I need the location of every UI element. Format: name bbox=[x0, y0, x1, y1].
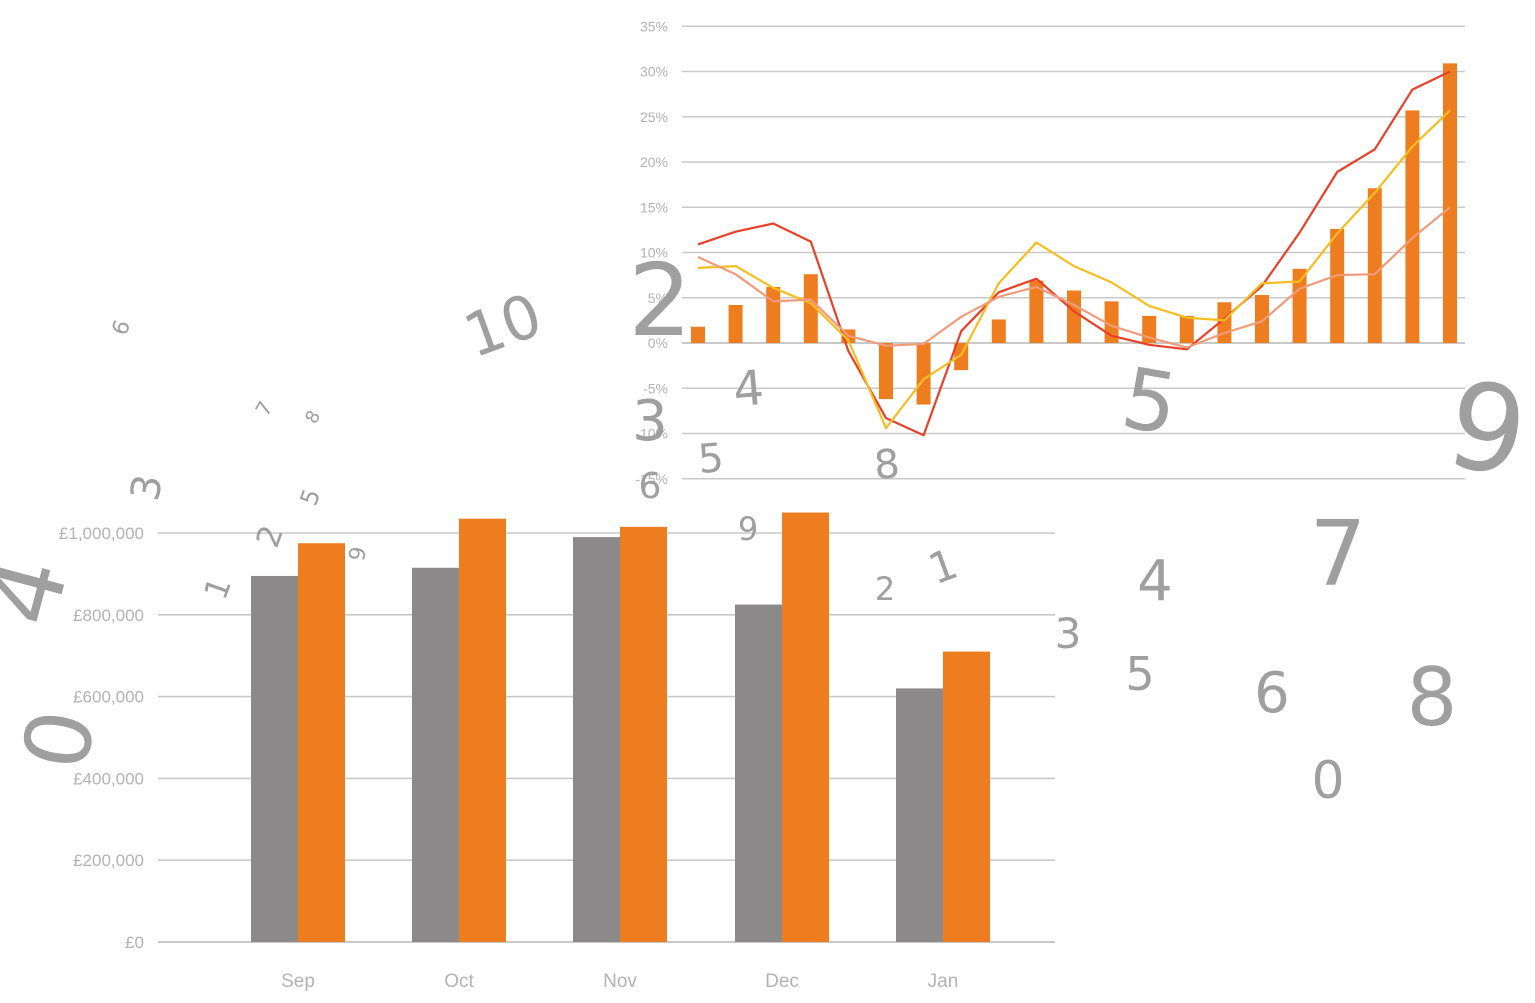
x-tick-label: Jan bbox=[928, 971, 959, 992]
floating-digit: 9 bbox=[738, 510, 758, 548]
monthly-bar-chart: £0 £200,000 £400,000 £600,000 £800,000 £1,000… bbox=[59, 512, 1055, 992]
bar bbox=[735, 604, 782, 942]
floating-digit: 7 bbox=[250, 397, 277, 420]
bar bbox=[1443, 63, 1457, 343]
bar bbox=[1405, 110, 1420, 343]
bar bbox=[728, 304, 743, 343]
floating-digit: 2 bbox=[628, 242, 692, 359]
bar bbox=[1255, 295, 1269, 343]
bar bbox=[879, 343, 893, 400]
floating-digit: 3 bbox=[1055, 609, 1082, 658]
floating-digit: 4 bbox=[731, 360, 766, 418]
floating-digit: 5 bbox=[1115, 349, 1185, 455]
x-tick-label: Dec bbox=[765, 971, 799, 992]
bar bbox=[298, 543, 345, 942]
y-tick-label: £200,000 bbox=[73, 851, 144, 870]
y-tick-label: -10% bbox=[635, 426, 668, 442]
bar bbox=[991, 319, 1006, 343]
bar bbox=[1330, 228, 1345, 343]
y-tick-label: 5% bbox=[648, 290, 668, 306]
x-tick-label: Oct bbox=[444, 971, 474, 992]
floating-digit: 9 bbox=[1437, 355, 1535, 505]
bar bbox=[412, 567, 459, 942]
bar bbox=[691, 326, 705, 343]
floating-digit: 1 bbox=[196, 572, 239, 604]
floating-digit: 3 bbox=[122, 471, 172, 504]
bar bbox=[1029, 280, 1044, 343]
bar bbox=[459, 518, 506, 942]
y-tick-label: 25% bbox=[640, 109, 668, 125]
floating-digit: 8 bbox=[872, 441, 901, 489]
bar bbox=[1179, 315, 1194, 343]
y-tick-label: 15% bbox=[640, 199, 668, 215]
floating-digit: 3 bbox=[632, 389, 668, 454]
floating-digit: 0 bbox=[3, 702, 116, 777]
bar bbox=[766, 286, 781, 343]
floating-digit: 6 bbox=[108, 317, 136, 339]
floating-digit: 5 bbox=[696, 435, 725, 483]
bar bbox=[916, 343, 931, 405]
bar bbox=[1067, 290, 1081, 343]
floating-digit: 1 bbox=[922, 539, 964, 594]
floating-digit: 2 bbox=[248, 520, 291, 552]
floating-digit: 4 bbox=[0, 545, 91, 637]
y-tick-label: -15% bbox=[635, 471, 668, 487]
floating-digit: 10 bbox=[455, 280, 551, 372]
y-tick-label: £0 bbox=[125, 933, 144, 952]
bar bbox=[896, 688, 943, 942]
series-line bbox=[697, 109, 1451, 430]
bar bbox=[803, 274, 818, 343]
y-tick-label: -5% bbox=[643, 380, 668, 396]
bar bbox=[943, 651, 990, 942]
y-tick-label: £600,000 bbox=[73, 688, 144, 707]
floating-digit: 8 bbox=[301, 407, 325, 427]
x-tick-label: Sep bbox=[281, 971, 315, 992]
x-tick-label: Nov bbox=[603, 971, 637, 992]
y-tick-label: 20% bbox=[640, 154, 668, 170]
y-tick-label: £800,000 bbox=[73, 606, 144, 625]
floating-digit: 4 bbox=[1137, 549, 1173, 614]
y-tick-label: 10% bbox=[640, 245, 668, 261]
floating-digit: 6 bbox=[639, 466, 662, 507]
y-tick-label: £400,000 bbox=[73, 769, 144, 788]
bar bbox=[251, 575, 298, 942]
percent-combo-chart: -15% -10% -5% 0% 5% 10% 15% 20% 25% 30% 35% bbox=[635, 18, 1465, 487]
floating-digit: 9 bbox=[345, 545, 372, 563]
floating-digit: 7 bbox=[1309, 502, 1366, 607]
y-tick-label: 30% bbox=[640, 64, 668, 80]
y-tick-label: 35% bbox=[640, 18, 668, 34]
floating-digit: 5 bbox=[295, 485, 327, 509]
floating-digit: 2 bbox=[875, 570, 895, 608]
y-tick-label: 0% bbox=[648, 335, 668, 351]
bar bbox=[782, 512, 829, 942]
floating-digit: 8 bbox=[1407, 651, 1458, 744]
bar bbox=[620, 526, 667, 942]
y-tick-label: £1,000,000 bbox=[59, 524, 144, 543]
floating-digit: 5 bbox=[1125, 647, 1154, 701]
floating-digit: 0 bbox=[1311, 751, 1344, 811]
series-line bbox=[697, 70, 1451, 437]
floating-digit: 6 bbox=[1254, 661, 1290, 726]
bar bbox=[573, 537, 620, 942]
bar bbox=[1367, 188, 1382, 343]
series-line bbox=[697, 206, 1451, 349]
